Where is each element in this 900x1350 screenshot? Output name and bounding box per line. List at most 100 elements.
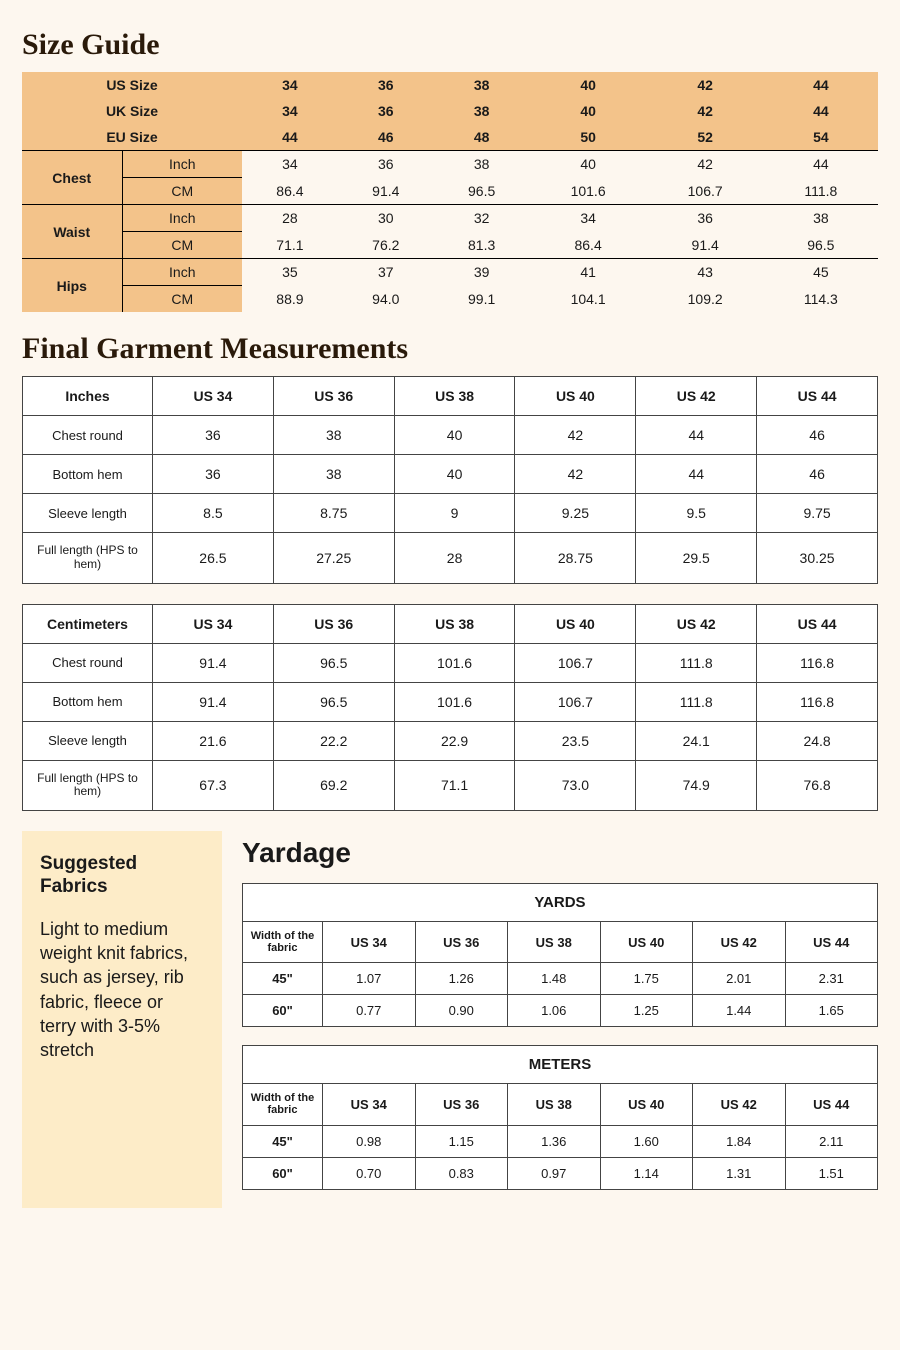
measure-cell: 28 [394,533,515,584]
measure-cell: 9.75 [757,494,878,533]
yardage-cell: 0.70 [323,1157,416,1189]
yardage-cell: 0.77 [323,995,416,1027]
measure-cell: 42 [515,416,636,455]
measure-value: 86.4 [242,178,338,205]
measure-cell: 9.25 [515,494,636,533]
measure-cell: 116.8 [757,682,878,721]
size-column: US 36 [415,922,508,963]
measure-value: 109.2 [647,286,764,313]
size-column: US 44 [757,604,878,643]
unit-label: Inch [122,151,242,178]
measure-value: 91.4 [338,178,434,205]
size-column: US 44 [785,1084,878,1125]
size-column: US 42 [693,922,786,963]
yardage-cell: 0.97 [508,1157,601,1189]
size-column: US 36 [273,377,394,416]
measure-value: 42 [647,151,764,178]
size-column: US 40 [600,1084,693,1125]
size-value: 50 [530,124,647,151]
measure-row-label: Full length (HPS to hem) [23,760,153,811]
size-column: US 44 [785,922,878,963]
measure-cell: 38 [273,416,394,455]
size-value: 38 [434,72,530,98]
measure-value: 111.8 [764,178,878,205]
size-column: US 36 [273,604,394,643]
size-column: US 44 [757,377,878,416]
size-column: US 38 [394,377,515,416]
measure-value: 35 [242,259,338,286]
measure-value: 96.5 [764,232,878,259]
yardage-cell: 0.83 [415,1157,508,1189]
unit-label: CM [122,286,242,313]
measure-cell: 22.2 [273,721,394,760]
measure-value: 34 [530,205,647,232]
yardage-cell: 1.15 [415,1125,508,1157]
size-column: US 34 [323,922,416,963]
yardage-cell: 1.31 [693,1157,786,1189]
measure-cell: 24.8 [757,721,878,760]
size-value: 44 [242,124,338,151]
width-value: 45" [243,963,323,995]
measure-cell: 71.1 [394,760,515,811]
measure-cell: 73.0 [515,760,636,811]
measure-value: 104.1 [530,286,647,313]
size-column: US 34 [323,1084,416,1125]
measure-value: 86.4 [530,232,647,259]
measure-value: 94.0 [338,286,434,313]
size-value: 42 [647,98,764,124]
measure-value: 76.2 [338,232,434,259]
measure-cell: 9.5 [636,494,757,533]
measure-row-label: Full length (HPS to hem) [23,533,153,584]
size-value: 42 [647,72,764,98]
measure-value: 71.1 [242,232,338,259]
measure-cell: 44 [636,416,757,455]
measure-row-label: Sleeve length [23,721,153,760]
measure-value: 99.1 [434,286,530,313]
size-value: 40 [530,72,647,98]
measure-cell: 29.5 [636,533,757,584]
size-column: US 40 [515,604,636,643]
yardage-cell: 1.84 [693,1125,786,1157]
size-value: 48 [434,124,530,151]
size-row-label: US Size [22,72,242,98]
yardage-cell: 2.01 [693,963,786,995]
final-garment-table: InchesUS 34US 36US 38US 40US 42US 44Ches… [22,376,878,584]
unit-label: Inch [122,205,242,232]
final-garment-heading: Final Garment Measurements [22,332,878,366]
measure-label: Chest [22,151,122,205]
size-column: US 42 [636,604,757,643]
size-column: US 40 [515,377,636,416]
yardage-cell: 1.51 [785,1157,878,1189]
yardage-cell: 0.98 [323,1125,416,1157]
measure-value: 39 [434,259,530,286]
size-column: US 36 [415,1084,508,1125]
suggested-fabrics-panel: Suggested Fabrics Light to medium weight… [22,831,222,1207]
yardage-cell: 1.07 [323,963,416,995]
size-value: 38 [434,98,530,124]
yardage-cell: 0.90 [415,995,508,1027]
size-value: 54 [764,124,878,151]
measure-cell: 46 [757,455,878,494]
measure-value: 91.4 [647,232,764,259]
final-garment-table: CentimetersUS 34US 36US 38US 40US 42US 4… [22,604,878,812]
measure-cell: 38 [273,455,394,494]
yardage-cell: 1.60 [600,1125,693,1157]
measure-value: 36 [338,151,434,178]
measure-cell: 106.7 [515,682,636,721]
measure-row-label: Bottom hem [23,682,153,721]
yardage-cell: 1.48 [508,963,601,995]
yardage-unit-header: METERS [243,1046,878,1084]
measure-value: 37 [338,259,434,286]
width-label: Width of the fabric [243,1084,323,1125]
measure-cell: 69.2 [273,760,394,811]
measure-value: 28 [242,205,338,232]
measure-value: 34 [242,151,338,178]
measure-cell: 9 [394,494,515,533]
size-row-label: EU Size [22,124,242,151]
measure-value: 30 [338,205,434,232]
measure-cell: 101.6 [394,643,515,682]
measure-cell: 116.8 [757,643,878,682]
size-value: 44 [764,98,878,124]
yardage-cell: 1.14 [600,1157,693,1189]
measure-cell: 96.5 [273,643,394,682]
